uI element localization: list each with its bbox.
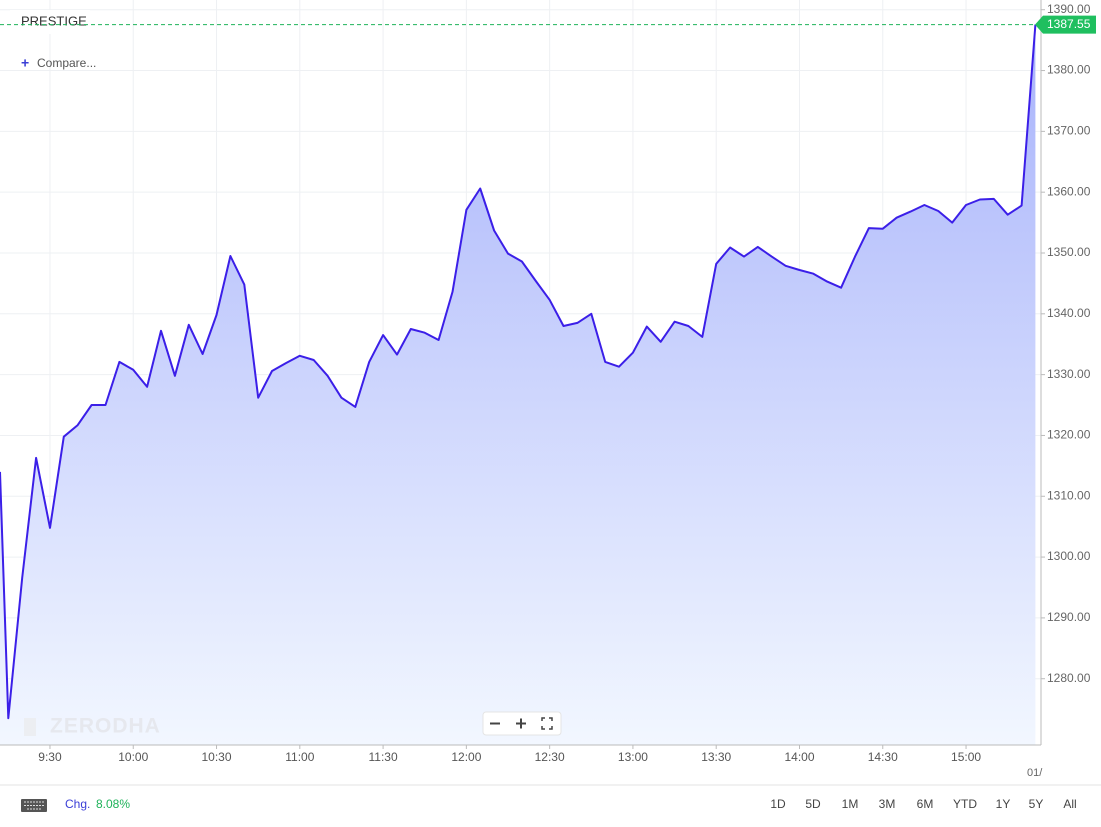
y-tick-label: 1360.00 [1047,184,1091,198]
range-button[interactable]: 1M [842,797,859,811]
range-button[interactable]: 1D [770,797,786,811]
x-tick-label: 15:00 [951,750,981,764]
y-tick-label: 1390.00 [1047,2,1091,16]
zoom-in[interactable] [516,718,526,729]
x-tick-label: 10:30 [202,750,232,764]
x-tick-label: 11:30 [369,750,398,764]
range-button[interactable]: 5D [805,797,821,811]
y-tick-label: 1330.00 [1047,367,1091,381]
y-tick-label: 1300.00 [1047,549,1091,563]
area-fill [0,24,1036,746]
x-tick-label: 13:00 [618,750,648,764]
y-tick-label: 1290.00 [1047,610,1091,624]
x-tick-label: 10:00 [118,750,148,764]
last-price-badge [1035,15,1096,34]
range-button[interactable]: All [1063,797,1076,811]
watermark-logo [24,718,36,736]
change-value: 8.08% [96,797,130,811]
x-tick-label: 9:30 [38,750,62,764]
symbol-box [10,10,90,34]
y-tick-label: 1310.00 [1047,488,1091,502]
y-tick-label: 1280.00 [1047,671,1091,685]
keyboard-keys [24,801,44,810]
y-tick-label: 1370.00 [1047,124,1091,138]
range-buttons: 1D 5D 1M 3M 6M YTD 1Y 5Y All [770,797,1076,811]
y-tick-label: 1380.00 [1047,63,1091,77]
compare-link[interactable]: Compare... [37,56,96,70]
y-tick-label: 1320.00 [1047,428,1091,442]
data-layer [0,24,1037,746]
zoom-controls [482,711,562,736]
range-button[interactable]: 3M [879,797,896,811]
change-label: Chg. [65,797,90,811]
x-tick-label: 14:30 [868,750,898,764]
range-button[interactable]: 1Y [996,797,1011,811]
range-button[interactable]: 5Y [1029,797,1044,811]
fullscreen[interactable] [541,717,553,730]
watermark: ZERODHA [50,715,161,738]
price-line [0,24,1037,720]
x-tick-label: 14:00 [784,750,814,764]
x-tick-label: 12:00 [451,750,481,764]
range-button[interactable]: 6M [917,797,934,811]
keyboard-icon[interactable] [21,799,47,812]
x-date-label: 01/ [1027,767,1043,779]
y-tick-label: 1350.00 [1047,245,1091,259]
x-tick-label: 12:30 [535,750,565,764]
x-tick-label: 13:30 [701,750,731,764]
x-tick-label: 11:00 [285,750,314,764]
range-button[interactable]: YTD [953,797,977,811]
last-price-label: 1387.55 [1047,17,1091,31]
y-tick-label: 1340.00 [1047,306,1091,320]
compare-plus[interactable]: + [21,55,29,71]
symbol: PRESTIGE [21,13,87,28]
